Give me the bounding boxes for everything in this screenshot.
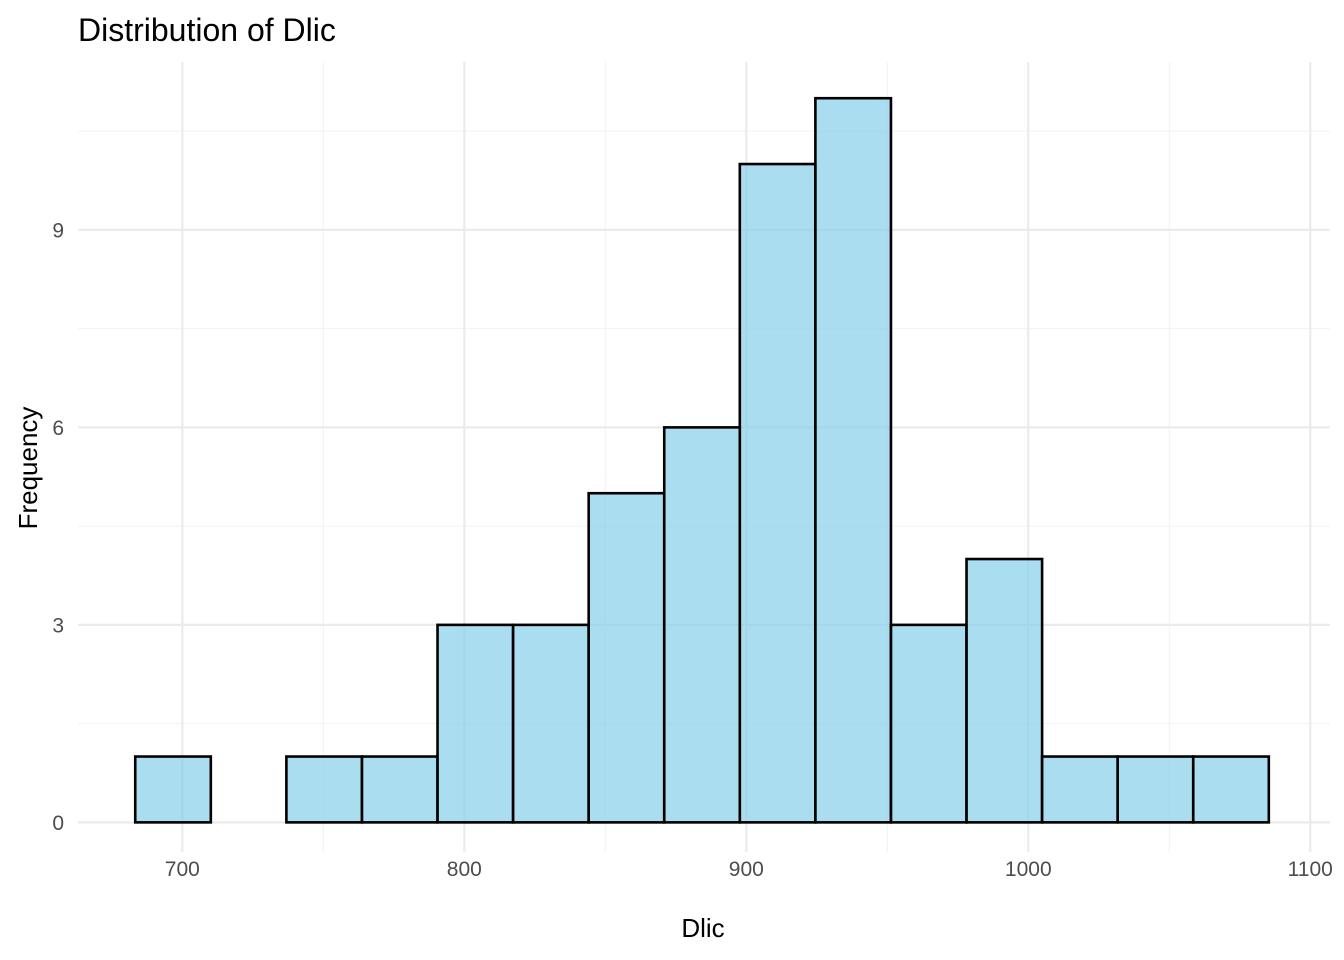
bars-layer <box>133 96 1271 824</box>
histogram-bar <box>965 557 1044 824</box>
histogram-bar <box>1040 755 1119 824</box>
tick-labels-layer: 700 800 900 1000 1100 0 3 6 9 <box>52 219 1333 881</box>
x-tick-label: 900 <box>729 858 764 881</box>
histogram-bar <box>133 755 213 824</box>
histogram-bar <box>436 623 515 824</box>
histogram-bar <box>738 162 817 824</box>
y-tick-label: 0 <box>52 812 64 835</box>
y-tick-label: 9 <box>52 219 64 242</box>
x-tick-label: 800 <box>447 858 482 881</box>
x-tick-label: 1000 <box>1005 858 1052 881</box>
chart-title: Distribution of Dlic <box>78 12 336 48</box>
histogram-bar <box>285 755 364 824</box>
histogram-bar <box>814 96 893 824</box>
y-tick-label: 3 <box>52 614 64 637</box>
x-tick-label: 1100 <box>1288 858 1333 881</box>
histogram-bar <box>889 623 968 824</box>
y-tick-label: 6 <box>52 417 64 440</box>
histogram-bar <box>360 755 439 824</box>
histogram-bar <box>1116 755 1195 824</box>
y-axis-title: Frequency <box>13 407 43 530</box>
histogram-bar <box>662 426 742 824</box>
histogram-bar <box>511 623 590 824</box>
x-axis-title: Dlic <box>681 913 724 943</box>
x-tick-label: 700 <box>165 858 200 881</box>
histogram-bar <box>587 491 666 824</box>
histogram-bar <box>1191 755 1271 824</box>
